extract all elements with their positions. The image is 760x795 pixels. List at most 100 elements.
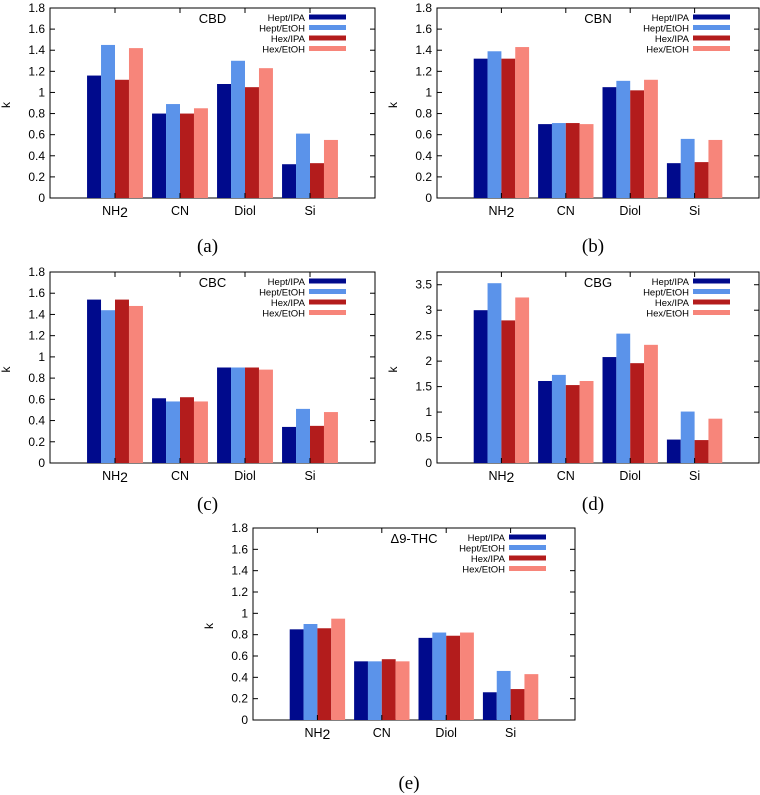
panel-caption: (c) (197, 494, 218, 515)
y-axis-label: k (0, 101, 13, 108)
panel-caption: (d) (582, 494, 604, 515)
y-tick-label: 0.2 (28, 435, 45, 449)
bar-nh2-hept-ipa (87, 75, 102, 198)
x-tick-label: NH2 (488, 204, 514, 220)
bar-si-hept-ipa (282, 164, 297, 198)
plot-frame (49, 7, 376, 199)
x-label-subscript: 2 (507, 204, 515, 220)
legend-label: Hept/EtOH (643, 288, 689, 299)
bar-si-hex-ipa (310, 425, 324, 463)
bar-diol-hex-etoh (644, 344, 658, 463)
y-tick-label: 0.4 (231, 670, 248, 684)
bar-si-hex-etoh (323, 139, 338, 198)
y-tick-label: 0 (241, 713, 248, 727)
legend-label: Hex/EtOH (262, 309, 305, 320)
bar-nh2-hex-etoh (515, 297, 530, 463)
legend-label: Hept/IPA (652, 277, 690, 288)
bar-nh2-hex-etoh (128, 48, 143, 198)
x-tick-label: Diol (619, 469, 641, 483)
panel-caption: (b) (582, 236, 604, 257)
plot-frame (252, 527, 576, 721)
bar-si-hept-ipa (666, 163, 681, 198)
bar-nh2-hept-ipa (87, 299, 102, 463)
y-axis-label: k (386, 366, 400, 373)
bar-si-hex-ipa (310, 163, 324, 198)
legend-swatch (509, 534, 546, 540)
bar-cn-hex-ipa (565, 123, 580, 198)
bar-nh2-hex-etoh (331, 618, 346, 720)
bar-cn-hex-ipa (565, 385, 580, 463)
bar-diol-hept-etoh (231, 60, 245, 199)
bar-si-hex-ipa (510, 689, 525, 720)
x-tick-label: Si (304, 469, 315, 483)
x-tick-label: Diol (619, 204, 641, 218)
legend-swatch (309, 289, 346, 294)
legend-label: Hex/EtOH (462, 565, 505, 576)
legend-label: Hex/IPA (655, 34, 690, 45)
y-tick-label: 1.2 (415, 64, 432, 78)
y-tick-label: 0.6 (231, 649, 248, 663)
bar-si-hex-etoh (524, 674, 539, 720)
y-tick-label: 1.4 (28, 307, 45, 321)
y-tick-label: 1.6 (415, 22, 432, 36)
y-tick-label: 0.4 (28, 414, 45, 428)
legend-label: Hept/IPA (652, 13, 690, 24)
bar-cn-hept-ipa (354, 661, 368, 720)
y-tick-label: 1.2 (231, 585, 248, 599)
y-tick-label: 2.5 (415, 329, 432, 343)
y-tick-label: 0.5 (415, 431, 432, 445)
legend-swatch (693, 289, 730, 294)
bar-nh2-hept-ipa (289, 629, 304, 720)
bar-cn-hex-ipa (180, 113, 194, 198)
y-tick-label: 1 (241, 606, 248, 620)
x-tick-label: Si (689, 469, 700, 483)
legend-label: Hex/EtOH (646, 45, 689, 56)
y-tick-label: 1 (425, 85, 432, 99)
x-tick-label: Diol (234, 469, 256, 483)
bar-nh2-hex-ipa (317, 628, 332, 720)
x-tick-label: Si (689, 204, 700, 218)
bar-diol-hex-ipa (630, 90, 645, 198)
y-tick-label: 1.6 (28, 22, 45, 36)
bar-si-hept-etoh (680, 411, 695, 463)
bar-diol-hept-ipa (217, 84, 232, 198)
y-tick-label: 0 (425, 191, 432, 205)
y-tick-label: 3 (425, 303, 432, 317)
bar-si-hex-etoh (708, 139, 723, 198)
bar-cn-hex-ipa (381, 659, 396, 720)
legend-swatch (309, 25, 346, 30)
bar-cn-hept-etoh (166, 401, 180, 463)
bar-cn-hex-etoh (579, 380, 594, 463)
x-tick-label: NH2 (304, 726, 330, 742)
bar-diol-hex-etoh (644, 79, 658, 198)
bar-si-hex-ipa (694, 440, 709, 463)
y-axis-label: k (202, 622, 216, 629)
bar-cn-hept-etoh (166, 104, 180, 198)
plot-frame (436, 7, 760, 199)
x-tick-label: Diol (234, 204, 256, 218)
legend-swatch (693, 299, 730, 305)
bar-diol-hept-ipa (418, 637, 433, 720)
legend-swatch (693, 14, 730, 20)
legend-label: Hex/IPA (271, 34, 306, 45)
x-tick-label: NH2 (102, 469, 128, 485)
chart-title: CBG (584, 275, 612, 290)
bar-nh2-hex-ipa (115, 299, 129, 463)
bar-diol-hept-etoh (231, 367, 245, 463)
y-tick-label: 0.6 (28, 392, 45, 406)
legend-label: Hept/EtOH (259, 288, 305, 299)
y-tick-label: 1.4 (231, 564, 248, 578)
legend-swatch (309, 299, 346, 305)
y-tick-label: 1.8 (415, 1, 432, 15)
legend-label: Hex/EtOH (646, 309, 689, 320)
y-tick-label: 0.8 (28, 107, 45, 121)
plot-frame (49, 271, 376, 464)
legend-swatch (693, 278, 730, 284)
bar-diol-hept-etoh (432, 632, 447, 720)
x-tick-label: Diol (435, 726, 457, 740)
bar-diol-hept-ipa (602, 357, 617, 463)
bar-si-hex-etoh (708, 418, 723, 463)
plot-frame (436, 271, 760, 464)
legend-swatch (309, 310, 346, 315)
